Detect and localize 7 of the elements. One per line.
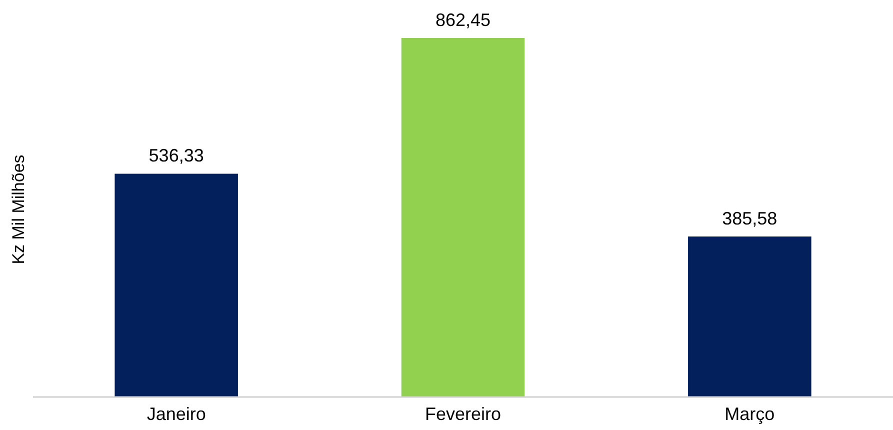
x-tick-label: Janeiro: [146, 404, 206, 424]
x-tick-label: Março: [724, 404, 775, 424]
data-label: 385,58: [722, 208, 778, 228]
data-label: 862,45: [435, 10, 491, 30]
data-label: 536,33: [148, 146, 204, 166]
x-tick-label: Fevereiro: [424, 404, 502, 424]
y-axis-title: Kz Mil Milhões: [9, 154, 28, 264]
